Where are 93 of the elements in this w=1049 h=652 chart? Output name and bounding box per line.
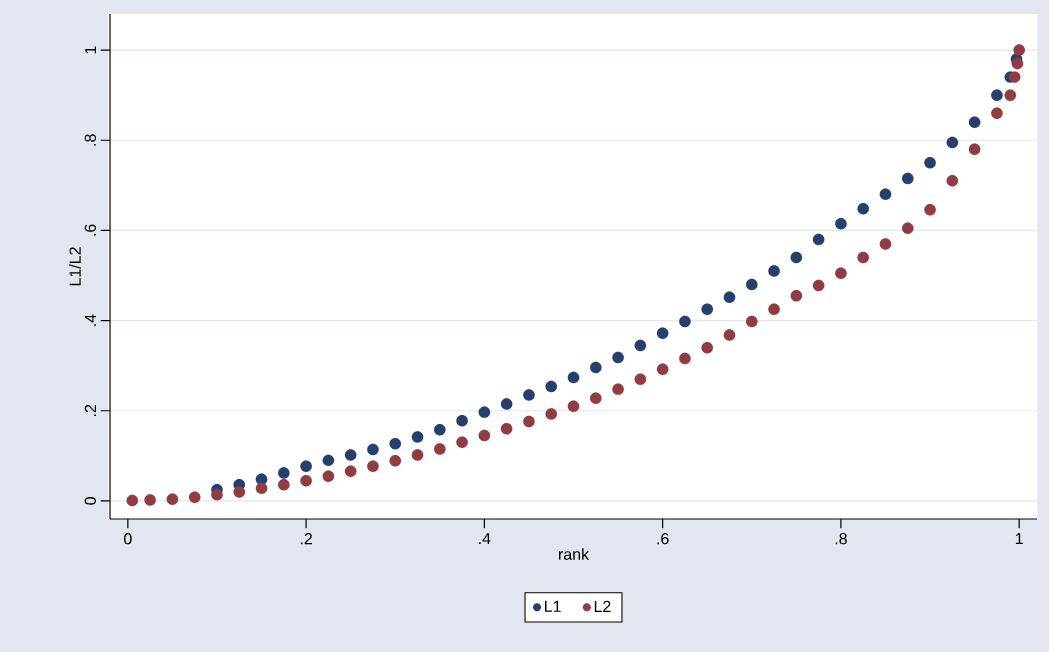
point (968, 116, 981, 128)
point (612, 351, 624, 364)
y-tick-label: .4 (84, 314, 96, 326)
point (968, 143, 981, 156)
point (144, 494, 156, 506)
point (701, 303, 714, 316)
point (901, 172, 914, 185)
point (434, 423, 446, 436)
point (1013, 44, 1025, 56)
point (322, 454, 335, 467)
point (300, 460, 312, 473)
point (857, 251, 869, 264)
point (612, 383, 624, 395)
point (367, 460, 379, 473)
x-tick-label: 0 (124, 533, 132, 545)
x-tick-label: 1 (1015, 533, 1023, 545)
point (790, 289, 803, 302)
point (991, 107, 1003, 119)
point (233, 486, 246, 498)
point (924, 203, 936, 216)
legend-label: L2 (594, 600, 611, 612)
point (523, 415, 535, 428)
point (589, 392, 602, 404)
point (344, 449, 357, 461)
point (344, 465, 357, 477)
point (322, 470, 335, 482)
point (389, 455, 402, 467)
point (211, 488, 223, 501)
point (166, 493, 179, 505)
y-tick-label: 0 (84, 497, 96, 505)
point (656, 363, 669, 376)
point (946, 175, 959, 187)
point (835, 267, 847, 280)
point (500, 423, 513, 435)
point (126, 494, 139, 507)
point (500, 398, 513, 410)
point (857, 202, 869, 215)
point (300, 474, 312, 487)
point (278, 467, 290, 479)
point (879, 188, 892, 201)
point (1008, 71, 1021, 83)
legend-label: L1 (545, 600, 561, 612)
point (679, 315, 691, 328)
y-tick-label: .6 (84, 224, 96, 236)
y-axis-title: L1/L2 (69, 247, 81, 286)
point (723, 291, 736, 303)
point (545, 380, 558, 393)
x-tick-label: .2 (300, 533, 312, 545)
point (188, 491, 201, 504)
point (768, 265, 780, 277)
point (835, 217, 847, 230)
y-tick-label: 1 (84, 46, 96, 54)
point (255, 482, 268, 495)
point (1004, 89, 1017, 101)
point (523, 389, 535, 401)
point (411, 449, 424, 461)
point (567, 371, 580, 384)
point (434, 443, 446, 455)
point (1011, 57, 1024, 70)
point (723, 329, 736, 341)
x-tick-label: .4 (479, 533, 491, 545)
point (367, 443, 379, 456)
point (478, 429, 491, 442)
point (679, 352, 691, 365)
point (278, 478, 290, 491)
point (456, 414, 468, 427)
point (991, 89, 1003, 101)
point (901, 222, 914, 234)
y-tick-label: .8 (84, 134, 96, 146)
point (656, 327, 669, 340)
point (567, 400, 580, 413)
y-tick-label: .2 (84, 404, 96, 416)
point (745, 278, 758, 291)
point (879, 238, 892, 250)
point (924, 156, 936, 169)
point (411, 431, 424, 443)
point (589, 361, 602, 374)
point (456, 436, 468, 449)
point (768, 303, 780, 316)
point (478, 406, 491, 418)
point (812, 233, 825, 246)
point (389, 437, 402, 450)
point (745, 315, 758, 328)
x-tick-label: .8 (835, 533, 847, 545)
point (634, 339, 647, 352)
point (545, 408, 558, 420)
point (701, 341, 714, 354)
x-tick-label: .6 (657, 533, 669, 545)
point (946, 136, 959, 149)
x-axis-title: rank (559, 548, 590, 560)
point (812, 279, 825, 292)
point (634, 373, 647, 386)
point (790, 251, 803, 264)
